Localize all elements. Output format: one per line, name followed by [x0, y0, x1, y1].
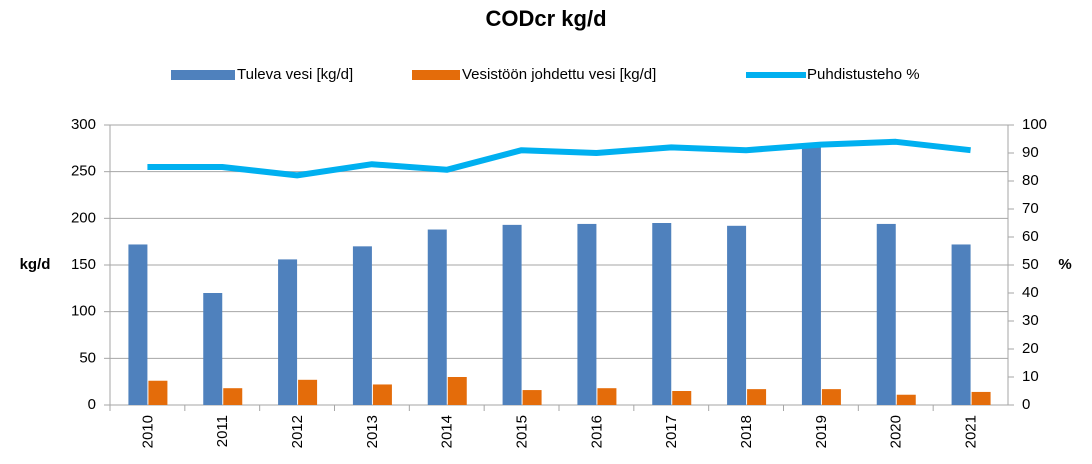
bar	[148, 380, 168, 405]
bar	[427, 229, 447, 405]
legend-label: Puhdistusteho %	[807, 66, 920, 83]
y2-tick-label: 30	[1022, 312, 1039, 329]
bar	[672, 391, 692, 405]
x-tick-label: 2012	[289, 415, 306, 448]
x-tick-label: 2017	[663, 415, 680, 448]
x-tick-label: 2014	[439, 415, 456, 448]
bar	[951, 244, 971, 405]
bar	[447, 377, 467, 405]
y-tick-label: 150	[71, 256, 96, 273]
x-tick-label: 2011	[214, 415, 231, 447]
bar	[801, 145, 821, 406]
bar	[577, 223, 597, 405]
y-tick-label: 100	[71, 303, 96, 320]
x-tick-label: 2010	[139, 415, 156, 448]
bar	[727, 225, 747, 405]
x-tick-label: 2021	[963, 415, 980, 448]
x-tick-label: 2019	[813, 415, 830, 448]
bar	[522, 390, 542, 405]
y2-axis-label: %	[1058, 256, 1071, 273]
y2-tick-label: 90	[1022, 144, 1039, 161]
y-tick-label: 250	[71, 163, 96, 180]
bar	[128, 244, 148, 405]
bar	[876, 223, 896, 405]
legend-swatch	[412, 70, 460, 80]
bar	[223, 388, 243, 405]
y-tick-label: 50	[79, 349, 96, 366]
bar	[278, 259, 298, 405]
bar	[821, 389, 841, 405]
y2-tick-label: 40	[1022, 284, 1039, 301]
bar	[352, 246, 372, 405]
x-tick-label: 2016	[588, 415, 605, 448]
line	[147, 138, 971, 179]
y-axis-label: kg/d	[20, 256, 51, 273]
bar	[597, 388, 617, 405]
y-tick-label: 300	[71, 116, 96, 133]
y-tick-label: 0	[88, 396, 96, 413]
legend-label: Vesistöön johdettu vesi [kg/d]	[462, 66, 656, 83]
bar	[298, 379, 318, 405]
y-tick-label: 200	[71, 209, 96, 226]
x-tick-label: 2013	[364, 415, 381, 448]
bar	[747, 389, 767, 405]
x-tick-label: 2018	[738, 415, 755, 448]
bar	[896, 394, 916, 405]
bar	[971, 391, 991, 405]
chart-title: CODcr kg/d	[485, 6, 606, 31]
legend-label: Tuleva vesi [kg/d]	[237, 66, 353, 83]
y2-tick-label: 80	[1022, 172, 1039, 189]
y2-tick-label: 60	[1022, 228, 1039, 245]
y2-tick-label: 70	[1022, 200, 1039, 217]
bar	[203, 293, 223, 405]
x-tick-label: 2015	[514, 415, 531, 448]
bar	[502, 224, 522, 405]
bar	[652, 223, 672, 405]
y2-tick-label: 100	[1022, 116, 1047, 133]
x-tick-label: 2020	[888, 415, 905, 448]
y2-tick-label: 0	[1022, 396, 1030, 413]
y2-tick-label: 50	[1022, 256, 1039, 273]
y2-tick-label: 10	[1022, 368, 1039, 385]
y2-tick-label: 20	[1022, 340, 1039, 357]
legend-swatch	[171, 70, 235, 80]
bar	[372, 384, 392, 405]
